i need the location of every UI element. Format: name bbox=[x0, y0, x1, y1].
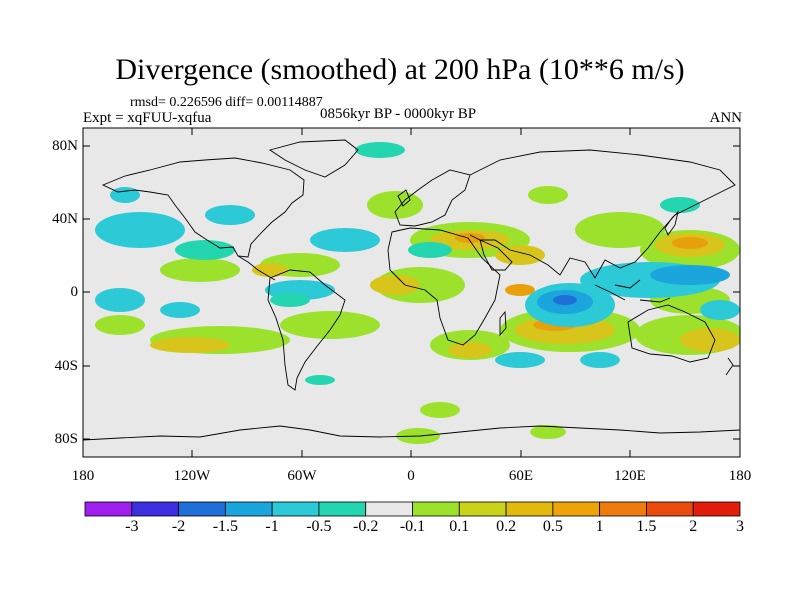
coast-central-america bbox=[237, 255, 276, 281]
colorbar-swatch bbox=[131, 501, 179, 517]
colorbar-label: -0.5 bbox=[306, 518, 332, 535]
lat-ticks bbox=[83, 145, 740, 440]
colorbar-label: 3 bbox=[736, 518, 744, 535]
colorbar-swatch bbox=[178, 501, 226, 517]
colorbar bbox=[84, 501, 741, 517]
colorbar-swatch bbox=[318, 501, 367, 517]
stats-text: rmsd= 0.226596 diff= 0.00114887 bbox=[130, 95, 323, 110]
colorbar-label: 1.5 bbox=[636, 518, 657, 535]
colorbar-label: 0.5 bbox=[542, 518, 563, 535]
colorbar-label: 1 bbox=[595, 518, 604, 535]
coast-indonesia bbox=[594, 279, 671, 303]
coast-madagascar bbox=[499, 310, 507, 337]
colorbar-swatch bbox=[458, 501, 507, 517]
negative-anomaly-strong bbox=[553, 295, 577, 305]
lon-label-60w: 60W bbox=[287, 468, 317, 484]
coast-arabia bbox=[479, 239, 513, 271]
colorbar-swatch bbox=[505, 501, 554, 517]
lat-label-80s: 80S bbox=[54, 431, 78, 447]
colorbar-swatch bbox=[84, 501, 133, 517]
lat-label-40s: 40S bbox=[54, 358, 78, 374]
coast-new-zealand bbox=[725, 357, 734, 376]
coast-antarctica bbox=[83, 425, 740, 441]
lon-label-120e: 120E bbox=[614, 468, 646, 484]
colorbar-label: -3 bbox=[125, 518, 139, 535]
coast-north-america bbox=[101, 157, 305, 258]
lon-label-0: 0 bbox=[407, 468, 415, 484]
colorbar-label: 0.1 bbox=[449, 518, 470, 535]
colorbar-swatch bbox=[692, 501, 741, 517]
lat-label-80n: 80N bbox=[52, 138, 78, 154]
coast-australia bbox=[627, 304, 716, 363]
colorbar-label: -1 bbox=[265, 518, 279, 535]
coast-africa bbox=[387, 227, 501, 346]
experiment-label: Expt = xqFUU-xqfua bbox=[83, 110, 212, 126]
colorbar-swatch bbox=[224, 501, 273, 517]
lon-label-60e: 60E bbox=[508, 468, 534, 484]
colorbar-swatch bbox=[552, 501, 601, 517]
coast-asia bbox=[469, 149, 736, 279]
colorbar-label: 2 bbox=[689, 518, 698, 535]
period-label: 0856kyr BP - 0000kyr BP bbox=[320, 106, 477, 122]
colorbar-swatch bbox=[646, 501, 694, 517]
colorbar-swatch bbox=[271, 501, 320, 517]
colorbar-label: -0.2 bbox=[353, 518, 379, 535]
divergence-field bbox=[95, 142, 740, 444]
colorbar-swatch bbox=[365, 501, 413, 517]
season-label: ANN bbox=[709, 110, 743, 126]
colorbar-label: -1.5 bbox=[212, 518, 239, 535]
colorbar-swatch bbox=[412, 501, 460, 517]
lon-label-180e: 180 bbox=[728, 468, 752, 484]
lat-label-40n: 40N bbox=[52, 211, 78, 227]
negative-anomaly-teal bbox=[175, 142, 700, 385]
lat-label-0: 0 bbox=[70, 284, 79, 300]
colorbar-swatch bbox=[599, 501, 647, 517]
coast-britain bbox=[397, 189, 411, 207]
colorbar-label: -2 bbox=[171, 518, 186, 535]
colorbar-label: 0.2 bbox=[496, 518, 517, 535]
colorbar-label: -0.1 bbox=[399, 518, 426, 535]
lon-label-180w: 180 bbox=[71, 468, 95, 484]
coast-japan bbox=[664, 210, 679, 236]
coast-greenland bbox=[268, 139, 359, 178]
coast-south-america bbox=[267, 269, 346, 391]
coastlines bbox=[83, 139, 740, 441]
map-title: Divergence (smoothed) at 200 hPa (10**6 … bbox=[115, 53, 685, 86]
lon-label-120w: 120W bbox=[173, 468, 211, 484]
lon-ticks bbox=[191, 128, 631, 457]
